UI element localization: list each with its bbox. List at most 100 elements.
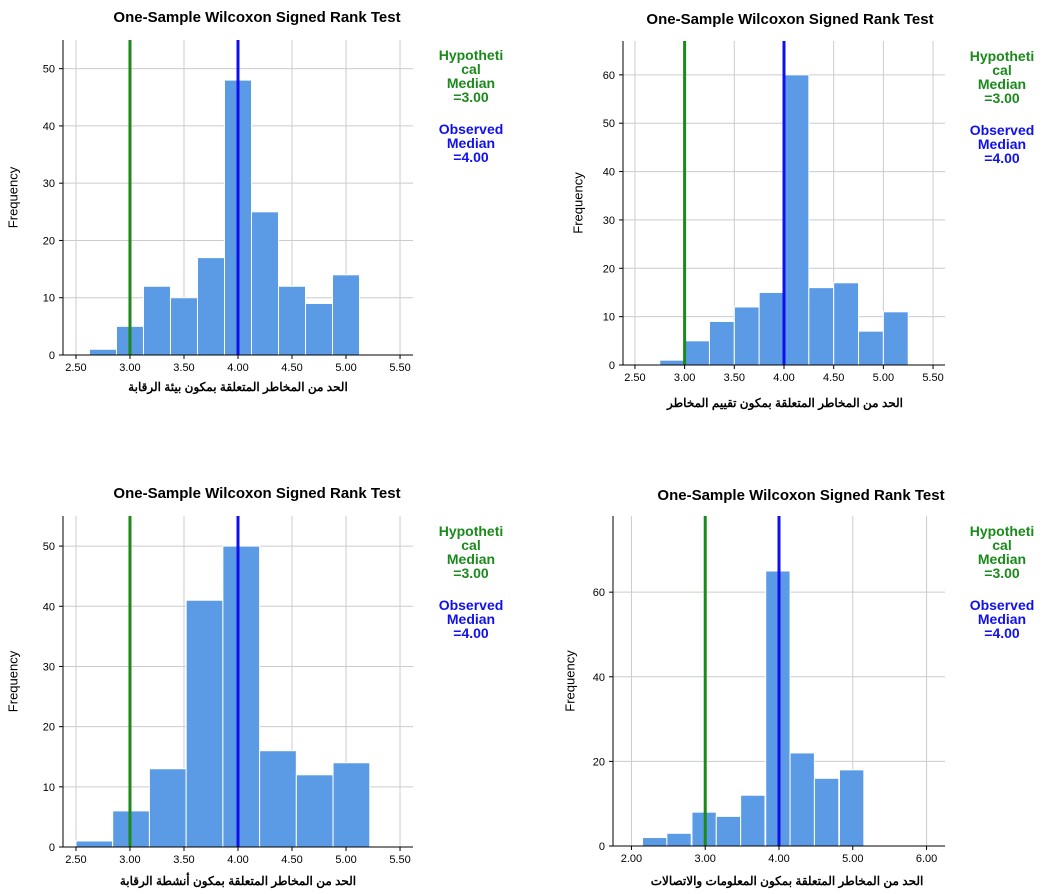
x-tick-label: 4.50 xyxy=(281,854,302,866)
y-tick-label: 50 xyxy=(43,541,55,553)
x-tick-label: 4.00 xyxy=(773,372,794,384)
y-tick-label: 20 xyxy=(603,263,615,275)
legend-hypothetical-median: =3.00 xyxy=(984,90,1020,106)
y-tick-label: 10 xyxy=(603,312,615,324)
x-tick-label: 5.50 xyxy=(389,854,410,866)
legend-hypothetical-median: =3.00 xyxy=(984,565,1020,581)
y-tick-label: 30 xyxy=(43,661,55,673)
x-tick-label: 4.50 xyxy=(823,372,844,384)
x-axis-label: الحد من المخاطر المتعلقة بمكون بيئة الرق… xyxy=(128,380,348,395)
y-axis-label: Frequency xyxy=(5,650,20,712)
x-axis-label: الحد من المخاطر المتعلقة بمكون أنشطة الر… xyxy=(120,873,356,889)
y-tick-label: 0 xyxy=(599,841,605,853)
histogram-bar xyxy=(740,794,766,847)
x-axis-label: الحد من المخاطر المتعلقة بمكون المعلومات… xyxy=(651,874,924,889)
legend-hypothetical-median: Median xyxy=(447,75,495,91)
y-tick-label: 20 xyxy=(43,235,55,247)
y-tick-label: 30 xyxy=(603,215,615,227)
legend-hypothetical-median: cal xyxy=(461,537,480,553)
histogram-bar xyxy=(684,340,710,366)
histogram-bar xyxy=(808,287,835,366)
histogram-panel-4: One-Sample Wilcoxon Signed Rank Test 2.00… xyxy=(562,487,1034,889)
histogram-panel-1: One-Sample Wilcoxon Signed Rank Test 2.50… xyxy=(5,9,503,395)
x-tick-label: 4.00 xyxy=(227,362,248,374)
legend-observed-median: =4.00 xyxy=(453,149,489,165)
legend-observed-median: =4.00 xyxy=(984,150,1020,166)
histogram-bar xyxy=(708,320,735,366)
histogram-bar xyxy=(75,840,114,848)
legend-hypothetical-median: cal xyxy=(461,61,480,77)
histogram-bar xyxy=(259,750,297,848)
histogram-bar xyxy=(196,257,225,356)
chart-title: One-Sample Wilcoxon Signed Rank Test xyxy=(646,11,933,28)
x-tick-label: 3.00 xyxy=(674,372,695,384)
legend-hypothetical-median: Hypotheti xyxy=(970,523,1035,539)
chart-title: One-Sample Wilcoxon Signed Rank Test xyxy=(113,9,400,26)
y-tick-label: 0 xyxy=(49,842,55,854)
histogram-bar xyxy=(305,302,334,356)
x-tick-label: 5.50 xyxy=(389,362,410,374)
histogram-bar xyxy=(715,815,742,847)
histogram-bar xyxy=(666,832,692,847)
legend-observed-median: Median xyxy=(447,135,495,151)
legend-hypothetical-median: Hypotheti xyxy=(439,47,504,63)
y-tick-label: 10 xyxy=(43,293,55,305)
legend-hypothetical-median: Median xyxy=(978,551,1026,567)
histogram-bar xyxy=(789,752,815,847)
x-tick-label: 4.00 xyxy=(768,853,789,865)
legend-observed-median: Observed xyxy=(970,122,1035,138)
histogram-bar xyxy=(88,348,117,356)
y-tick-label: 60 xyxy=(593,587,605,599)
chart-title: One-Sample Wilcoxon Signed Rank Test xyxy=(113,485,400,502)
y-tick-label: 40 xyxy=(43,601,55,613)
y-axis-label: Frequency xyxy=(570,172,585,234)
legend-observed-median: Observed xyxy=(439,597,504,613)
x-axis-label: الحد من المخاطر المتعلقة بمكون تقييم الم… xyxy=(666,396,903,411)
legend-hypothetical-median: Median xyxy=(447,551,495,567)
legend-observed-median: Median xyxy=(978,136,1026,152)
x-tick-label: 4.50 xyxy=(281,362,302,374)
legend-observed-median: Observed xyxy=(970,597,1035,613)
y-axis-label: Frequency xyxy=(5,166,20,228)
x-tick-label: 4.00 xyxy=(227,854,248,866)
histogram-bar xyxy=(278,285,307,356)
histogram-bar xyxy=(733,306,760,366)
legend-hypothetical-median: Hypotheti xyxy=(439,523,504,539)
y-axis-label: Frequency xyxy=(562,650,577,712)
legend-hypothetical-median: Hypotheti xyxy=(970,48,1035,64)
x-tick-label: 2.50 xyxy=(624,372,645,384)
histogram-bar xyxy=(858,330,884,366)
legend-observed-median: =4.00 xyxy=(984,625,1020,641)
histogram-bar xyxy=(332,274,361,356)
y-tick-label: 50 xyxy=(603,118,615,130)
x-tick-label: 3.50 xyxy=(724,372,745,384)
x-tick-label: 3.50 xyxy=(173,362,194,374)
histogram-bar xyxy=(833,282,860,366)
histogram-bar xyxy=(758,291,785,366)
histogram-bar xyxy=(783,74,810,366)
histogram-bar xyxy=(142,285,171,356)
histogram-panel-2: One-Sample Wilcoxon Signed Rank Test 2.50… xyxy=(570,11,1034,411)
histogram-bar xyxy=(251,211,280,356)
legend-hypothetical-median: =3.00 xyxy=(453,89,489,105)
y-tick-label: 30 xyxy=(43,178,55,190)
legend-hypothetical-median: cal xyxy=(992,62,1011,78)
chart-title: One-Sample Wilcoxon Signed Rank Test xyxy=(657,487,944,504)
legend-observed-median: Median xyxy=(978,611,1026,627)
x-tick-label: 5.00 xyxy=(335,362,356,374)
y-tick-label: 40 xyxy=(603,167,615,179)
x-tick-label: 2.00 xyxy=(621,853,642,865)
y-tick-label: 60 xyxy=(603,70,615,82)
histogram-bar xyxy=(642,837,668,847)
legend-hypothetical-median: =3.00 xyxy=(453,565,489,581)
x-tick-label: 3.50 xyxy=(173,854,194,866)
x-tick-label: 5.00 xyxy=(335,854,356,866)
y-tick-label: 20 xyxy=(593,756,605,768)
x-tick-label: 2.50 xyxy=(65,362,86,374)
x-tick-label: 5.00 xyxy=(873,372,894,384)
legend-observed-median: Median xyxy=(447,611,495,627)
histogram-bar xyxy=(169,297,198,356)
histogram-bar xyxy=(295,774,334,848)
legend-observed-median: Observed xyxy=(439,121,504,137)
y-tick-label: 10 xyxy=(43,782,55,794)
